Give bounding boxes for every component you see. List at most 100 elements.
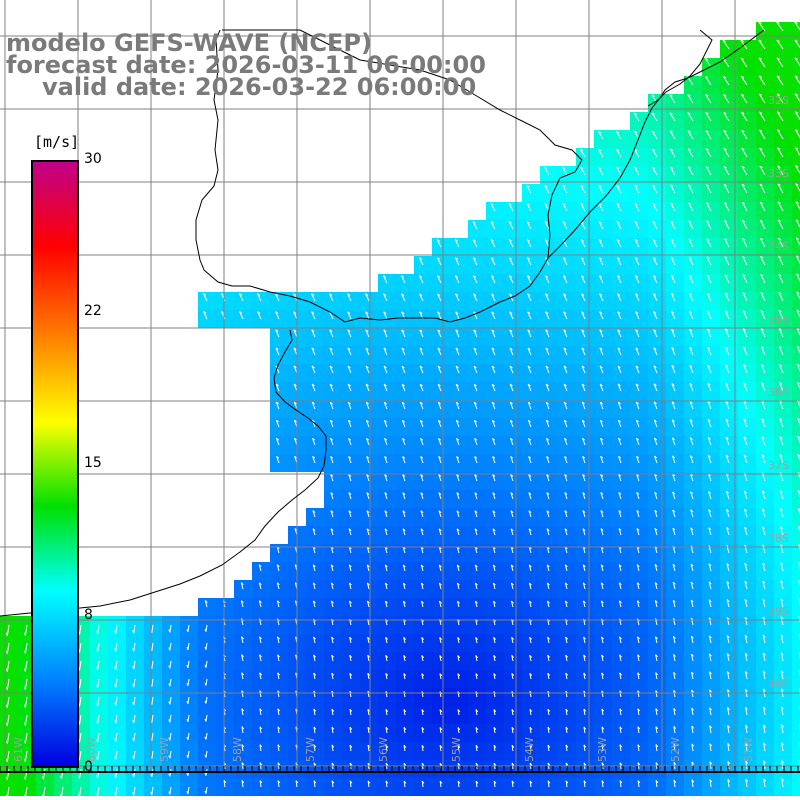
wind-arrow-head (330, 437, 334, 441)
wind-arrow-head (526, 221, 530, 224)
wind-arrow-head (760, 219, 764, 223)
wind-speed-cell (792, 544, 800, 562)
wind-arrow-head (669, 148, 674, 151)
wind-arrow-head (617, 275, 621, 278)
wind-arrow-head (582, 455, 586, 459)
wind-arrow-head (671, 437, 675, 441)
wind-arrow-head (796, 255, 800, 258)
wind-arrow (652, 202, 658, 212)
wind-arrow-head (724, 310, 728, 313)
wind-speed-cell (792, 760, 800, 778)
wind-arrow (472, 275, 478, 284)
wind-arrow (724, 292, 730, 302)
wind-arrow-head (473, 365, 477, 369)
wind-arrow-head (778, 273, 782, 277)
wind-arrow (384, 528, 388, 536)
wind-arrow (706, 256, 712, 266)
wind-arrow (687, 184, 694, 194)
wind-arrow (778, 327, 784, 338)
wind-arrow (365, 420, 370, 428)
wind-arrow-head (275, 401, 279, 405)
wind-arrow-head (527, 329, 531, 333)
wind-arrow-head (491, 401, 495, 405)
wind-arrow (436, 257, 442, 266)
wind-arrow-head (384, 437, 388, 441)
wind-arrow-head (761, 454, 765, 458)
wind-arrow (275, 311, 280, 320)
wind-arrow-head (725, 346, 729, 350)
wind-arrow (544, 257, 550, 266)
wind-arrow (724, 274, 730, 284)
wind-arrow-head (420, 510, 424, 514)
wind-arrow (348, 474, 352, 482)
wind-arrow (636, 474, 640, 482)
wind-arrow-head (779, 436, 783, 439)
wind-arrow (563, 401, 568, 410)
wind-arrow-head (742, 219, 746, 223)
wind-arrow-head (545, 275, 549, 278)
wind-arrow-head (473, 293, 477, 296)
wind-arrow (743, 364, 748, 374)
wind-arrow-head (652, 220, 656, 224)
wind-arrow-head (672, 455, 676, 459)
colorbar-tick-label: 15 (84, 455, 102, 471)
wind-arrow (275, 293, 280, 302)
wind-arrow-head (706, 220, 710, 223)
wind-arrow (779, 400, 784, 410)
wind-arrow-head (383, 347, 387, 351)
wind-arrow-head (779, 454, 783, 457)
wind-arrow-head (474, 437, 478, 441)
wind-arrow (582, 456, 586, 464)
wind-arrow-head (654, 509, 658, 513)
wind-arrow (725, 436, 730, 446)
wind-arrow-head (402, 456, 406, 459)
wind-arrow (473, 383, 478, 392)
wind-arrow-head (491, 293, 495, 296)
wind-arrow-head (365, 311, 369, 314)
wind-arrow-head (777, 147, 781, 150)
wind-arrow-head (545, 311, 549, 314)
wind-arrow (329, 347, 334, 356)
wind-arrow-head (528, 510, 532, 514)
wind-arrow-head (689, 382, 693, 386)
wind-arrow-head (491, 383, 495, 387)
wind-arrow (690, 473, 694, 482)
wind-arrow (545, 383, 550, 392)
wind-arrow (579, 148, 586, 158)
wind-arrow (598, 239, 604, 248)
wind-arrow (510, 492, 514, 500)
wind-arrow-head (759, 147, 763, 150)
wind-speed-cell (792, 400, 800, 418)
wind-speed-cell (792, 580, 800, 598)
wind-arrow (545, 365, 550, 374)
wind-arrow (275, 419, 280, 428)
wind-arrow (636, 510, 640, 518)
wind-arrow (582, 510, 586, 518)
wind-arrow (690, 491, 694, 500)
wind-arrow (348, 438, 352, 446)
wind-arrow-head (348, 437, 352, 441)
wind-arrow (293, 311, 298, 320)
wind-arrow-head (456, 419, 460, 423)
wind-arrow (563, 419, 568, 428)
wind-arrow (580, 203, 586, 212)
wind-arrow (545, 329, 550, 338)
wind-arrow-head (420, 474, 424, 477)
wind-arrow (330, 528, 334, 536)
wind-speed-cell (792, 328, 800, 346)
wind-arrow (688, 292, 694, 302)
wind-arrow (546, 456, 550, 464)
wind-arrow (330, 438, 334, 446)
wind-arrow (761, 454, 766, 464)
wind-arrow-head (366, 455, 370, 459)
wind-arrow (759, 183, 766, 194)
wind-arrow-head (689, 310, 693, 314)
wind-arrow-head (598, 239, 602, 242)
wind-arrow-head (633, 130, 638, 134)
wind-arrow (564, 456, 568, 464)
wind-arrow-head (724, 202, 728, 205)
wind-arrow (725, 491, 730, 500)
wind-arrow (492, 438, 496, 446)
wind-arrow (581, 311, 586, 320)
wind-arrow-head (597, 130, 602, 134)
